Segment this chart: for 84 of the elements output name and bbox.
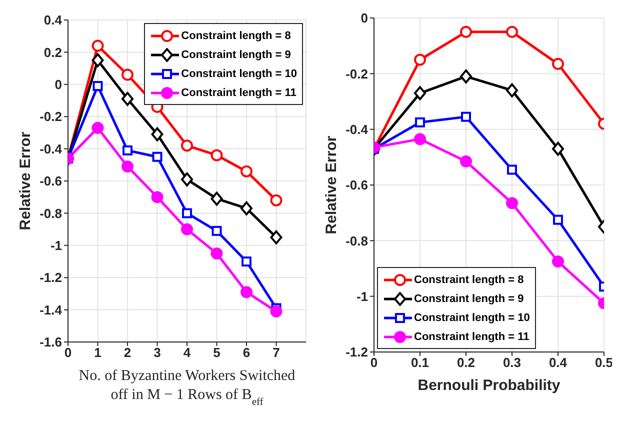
x-tick-label: 1 <box>94 345 102 360</box>
y-tick-label: -0.8 <box>346 233 368 248</box>
point <box>181 140 193 152</box>
legend-label: Constraint length = 8 <box>414 274 524 286</box>
legend-label: Constraint length = 11 <box>181 86 296 98</box>
x-axis-title: No. of Byzantine Workers Switched off in M − 1 Rows of B$_{eff}$ <box>78 368 296 408</box>
point <box>92 40 104 52</box>
legend-label: Constraint length = 10 <box>414 312 530 324</box>
y-tick-label: -0.2 <box>346 66 368 82</box>
point <box>552 58 564 70</box>
y-tick-label: 0.2 <box>44 44 62 60</box>
x-tick-label: 6 <box>242 345 250 360</box>
point <box>122 68 134 81</box>
point <box>270 305 282 318</box>
point <box>461 112 471 122</box>
y-tick-label: -1.4 <box>40 302 63 318</box>
legend-label: Constraint length = 8 <box>181 30 291 42</box>
point <box>553 214 563 225</box>
point <box>151 191 164 204</box>
x-tick-label: 0.3 <box>502 355 522 370</box>
point <box>122 92 134 106</box>
y-tick-label: 0.4 <box>44 12 63 28</box>
y-tick-label: -0.2 <box>40 109 62 124</box>
point <box>240 165 252 178</box>
point <box>152 152 162 162</box>
point <box>242 256 252 266</box>
y-tick-label: 0 <box>360 10 368 26</box>
point <box>414 86 426 100</box>
x-tick-label: 0.4 <box>548 355 568 370</box>
point <box>182 208 192 218</box>
point <box>270 230 282 244</box>
legend-label: Constraint length = 10 <box>181 68 297 80</box>
x-tick-label: 0.1 <box>410 355 430 370</box>
point <box>414 133 426 146</box>
point <box>122 145 132 156</box>
point <box>460 69 472 84</box>
x-tick-label: 0.2 <box>456 355 476 370</box>
y-tick-label: -1 <box>50 238 62 254</box>
point <box>506 26 518 38</box>
x-tick-label: 7 <box>272 345 280 360</box>
x-tick-label: 3 <box>154 345 161 360</box>
point <box>240 201 252 216</box>
point <box>507 164 517 175</box>
y-tick-label: -1.6 <box>40 334 62 350</box>
y-tick-label: -1.2 <box>40 270 62 286</box>
y-axis-title: Relative Error <box>322 136 340 234</box>
point <box>460 155 472 168</box>
point <box>122 160 134 173</box>
point <box>506 83 518 98</box>
legend-label: Constraint length = 11 <box>414 330 530 342</box>
point <box>92 122 104 134</box>
point <box>210 192 223 206</box>
x-tick-label: 5 <box>213 345 220 360</box>
point <box>210 149 223 162</box>
x-tick-label: 2 <box>124 345 132 360</box>
x-tick-label: 0 <box>370 355 378 370</box>
point <box>506 197 518 210</box>
point <box>210 247 223 260</box>
point <box>212 226 222 236</box>
y-tick-label: -0.6 <box>40 174 62 189</box>
y-tick-label: -1 <box>356 288 368 304</box>
legend-label: Constraint length = 9 <box>414 292 524 304</box>
y-tick-label: -1.2 <box>346 344 368 360</box>
y-tick-label: -0.8 <box>40 206 62 221</box>
point <box>270 194 282 206</box>
point <box>92 81 103 92</box>
point <box>240 286 252 298</box>
y-tick-label: -0.4 <box>40 141 63 156</box>
point <box>92 53 104 68</box>
point <box>181 223 193 236</box>
y-tick-label: -0.6 <box>346 178 368 193</box>
point <box>151 127 164 142</box>
x-tick-label: 4 <box>183 345 192 360</box>
y-tick-label: 0 <box>54 77 62 92</box>
point <box>552 142 564 156</box>
y-tick-label: -0.4 <box>346 122 369 137</box>
point <box>460 26 472 38</box>
point <box>181 172 193 186</box>
y-axis-title: Relative Error <box>16 132 34 230</box>
point <box>414 54 426 66</box>
x-axis-title: Bernouli Probability <box>418 377 561 394</box>
point <box>415 117 425 128</box>
point <box>552 256 564 268</box>
legend-label: Constraint length = 9 <box>181 48 291 60</box>
